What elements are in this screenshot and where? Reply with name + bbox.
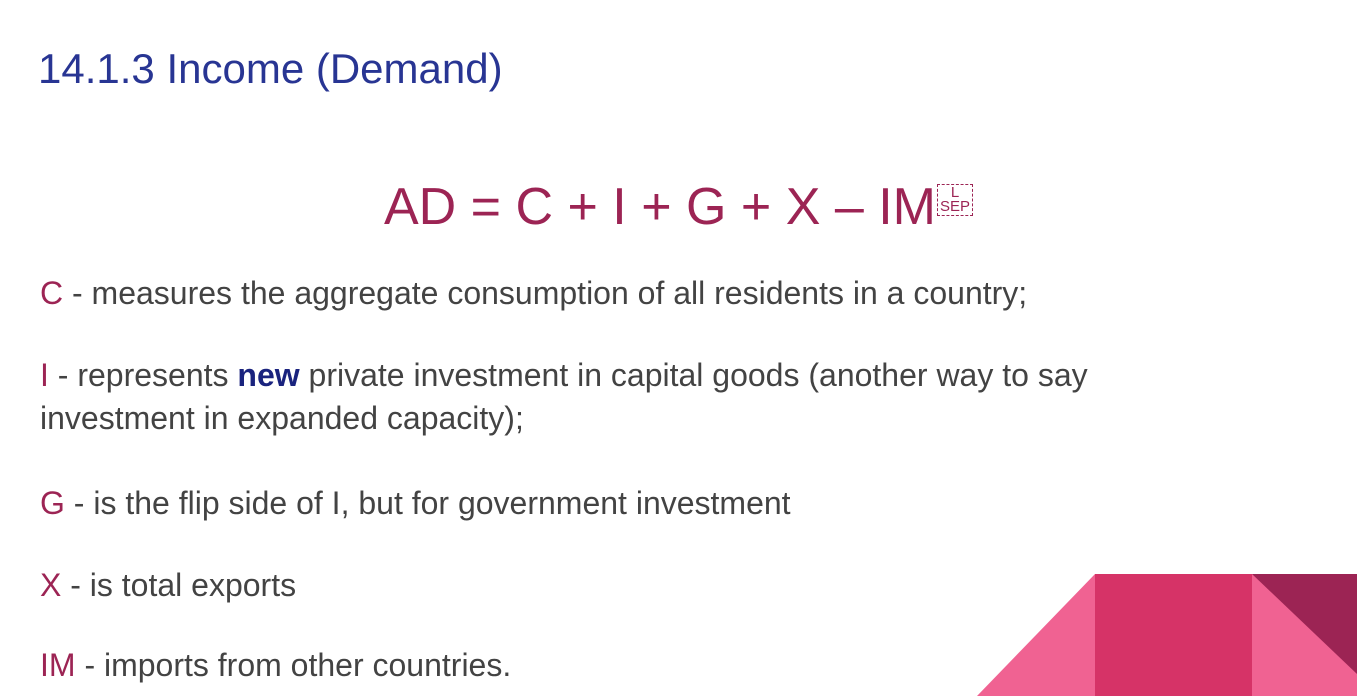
- decor-dark-triangle: [1252, 574, 1357, 674]
- definition-emphasis-new: new: [237, 357, 300, 393]
- formula: AD = C + I + G + X – IM L SEP: [0, 176, 1357, 238]
- sep-glyph-icon: L SEP: [936, 184, 973, 216]
- definition-i: I - represents new private investment in…: [40, 354, 1088, 440]
- definition-text-im: - imports from other countries.: [75, 647, 512, 683]
- definition-text-i-line2: investment in expanded capacity);: [40, 399, 524, 436]
- formula-text: AD = C + I + G + X – IM: [383, 178, 936, 236]
- definition-im: IM - imports from other countries.: [40, 644, 511, 687]
- definition-letter-im: IM: [40, 647, 76, 683]
- definition-text-i-after: private investment in capital goods (ano…: [299, 357, 1088, 393]
- definition-letter-i: I: [40, 357, 49, 393]
- definition-c: C - measures the aggregate consumption o…: [40, 272, 1027, 315]
- decor-mid-block: [1095, 574, 1252, 696]
- definition-letter-g: G: [40, 485, 65, 521]
- definition-text-x: - is total exports: [61, 567, 297, 603]
- slide-title: 14.1.3 Income (Demand): [38, 45, 503, 92]
- definition-letter-c: C: [40, 275, 64, 311]
- decorative-corner-shapes: [977, 574, 1357, 696]
- definition-x: X - is total exports: [40, 564, 296, 607]
- definition-g: G - is the flip side of I, but for gover…: [40, 482, 791, 525]
- sep-glyph-top: L: [950, 184, 960, 201]
- sep-glyph-bottom: SEP: [939, 198, 970, 215]
- definition-text-c: - measures the aggregate consumption of …: [63, 275, 1028, 311]
- definition-text-g: - is the flip side of I, but for governm…: [64, 485, 791, 521]
- definition-letter-x: X: [40, 567, 62, 603]
- definition-text-i-before: - represents: [48, 357, 238, 393]
